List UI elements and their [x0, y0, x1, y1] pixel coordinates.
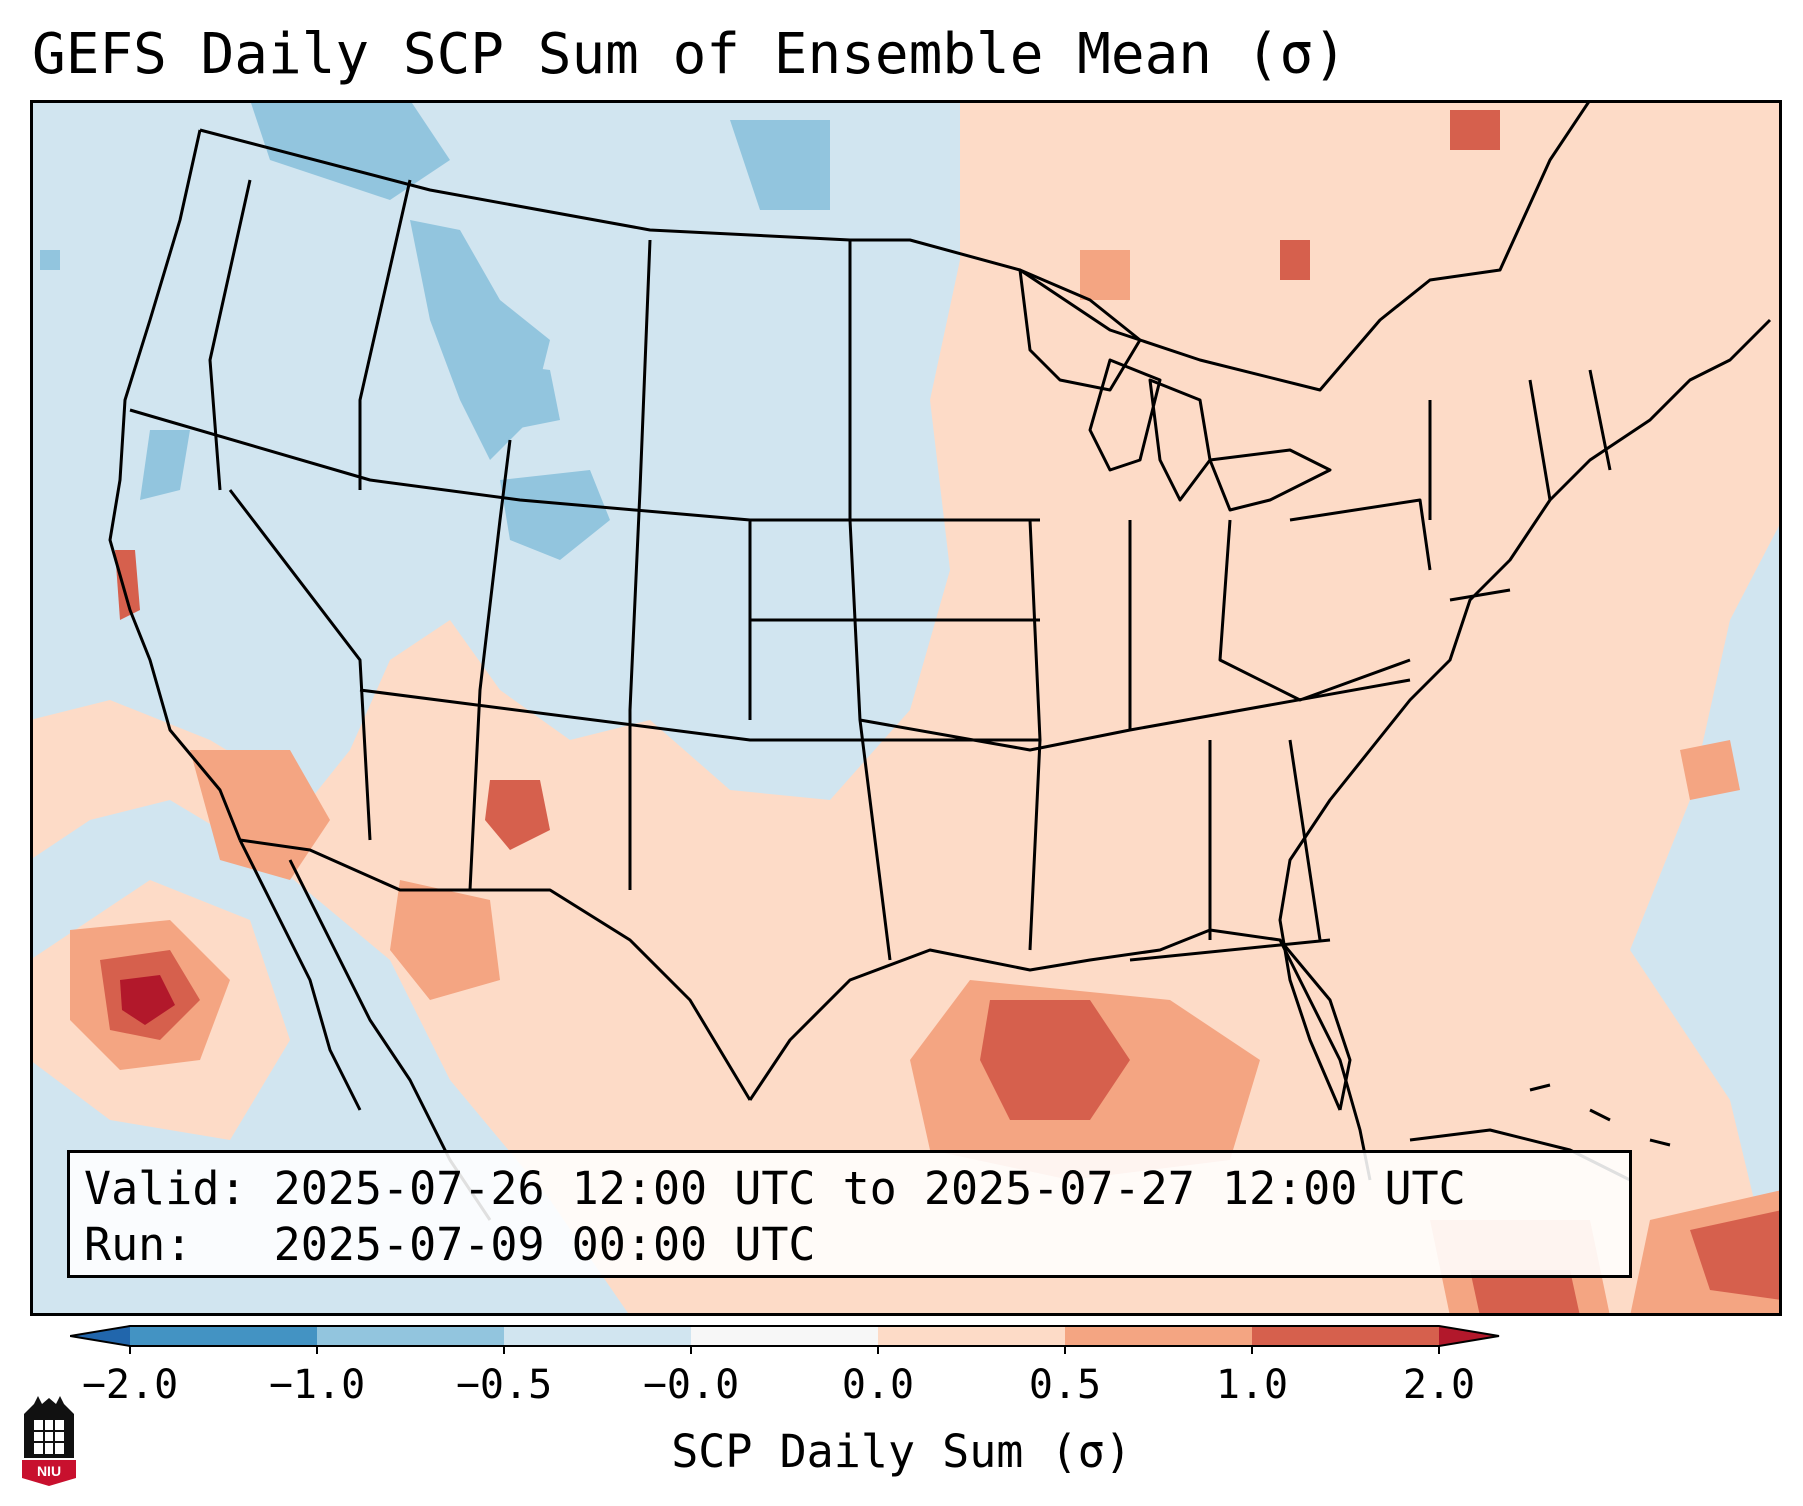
positive-anomaly-regions: [30, 100, 1782, 1316]
colorbar-bin-1: [317, 1326, 504, 1346]
map-border: [30, 100, 1782, 1316]
valid-value: 2025-07-26 12:00 UTC to 2025-07-27 12:00…: [273, 1162, 1466, 1215]
colorbar-bin-2: [504, 1326, 691, 1346]
us-west-coast: [108, 129, 242, 841]
colorbar-under-extension: [70, 1326, 130, 1346]
colorbar-bin-0: [130, 1326, 317, 1346]
colorbar-bin-6: [1252, 1326, 1439, 1346]
run-label: Run:: [84, 1218, 193, 1271]
us-mexico-border: [239, 838, 752, 1101]
colorbar-tick-label-1: −1.0: [269, 1362, 365, 1408]
colorbar-over-extension: [1439, 1326, 1499, 1346]
valid-label: Valid:: [84, 1162, 247, 1215]
valid-run-info-box: Valid: 2025-07-26 12:00 UTC to 2025-07-2…: [67, 1150, 1632, 1278]
east-coast: [1278, 318, 1772, 1111]
colorbar: −2.0 −1.0 −0.5 −0.0 0.0 0.5 1.0 2.0: [70, 1325, 1500, 1408]
florida: [1278, 939, 1372, 1181]
colorbar-tick-label-4: 0.0: [842, 1362, 914, 1408]
colorbar-tick-label-0: −2.0: [82, 1362, 178, 1408]
state-lines: [129, 179, 1612, 962]
colorbar-tick-label-3: −0.0: [643, 1362, 739, 1408]
us-canada-border: [199, 100, 1592, 392]
colorbar-tick-label-2: −0.5: [456, 1362, 552, 1408]
logo-text: NIU: [37, 1463, 61, 1479]
scp-anomaly-map[interactable]: [30, 100, 1782, 1316]
colorbar-tick-label-6: 1.0: [1216, 1362, 1288, 1408]
colorbar-bin-3: [691, 1326, 878, 1346]
colorbar-label: SCP Daily Sum (σ): [671, 1425, 1132, 1478]
chart-title: GEFS Daily SCP Sum of Ensemble Mean (σ): [32, 22, 1347, 87]
run-value: 2025-07-09 00:00 UTC: [273, 1218, 816, 1271]
colorbar-bin-4: [878, 1326, 1065, 1346]
gulf-coast: [748, 928, 1352, 1111]
great-lakes: [1018, 268, 1332, 512]
colorbar-tick-label-5: 0.5: [1029, 1362, 1101, 1408]
bahamas: [1529, 1083, 1671, 1147]
negative-anomaly-regions: [40, 100, 830, 560]
political-boundaries: [108, 100, 1772, 1221]
niu-logo: NIU: [22, 1396, 76, 1486]
colorbar-tick-label-7: 2.0: [1403, 1362, 1475, 1408]
colorbar-bin-5: [1065, 1326, 1252, 1346]
